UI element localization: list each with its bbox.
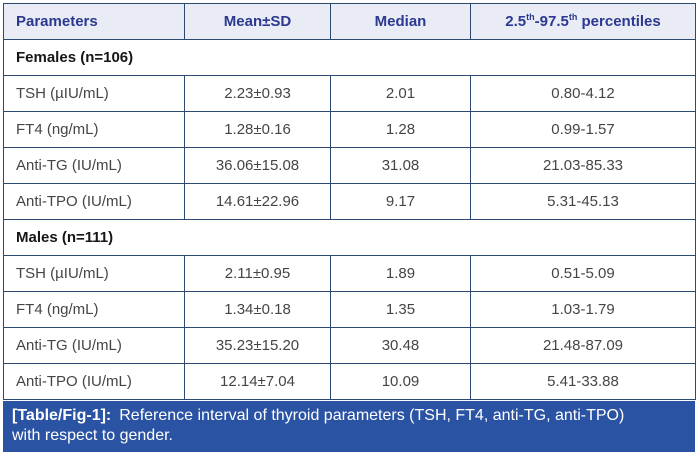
percentiles-cell: 5.31-45.13 xyxy=(470,183,696,220)
header-row: Parameters Mean±SD Median 2.5th-97.5th p… xyxy=(3,3,696,40)
median-cell: 9.17 xyxy=(330,183,471,220)
mean-sd-cell: 14.61±22.96 xyxy=(184,183,331,220)
section-row-males: Males (n=111) xyxy=(3,219,696,256)
parameter-cell: TSH (µIU/mL) xyxy=(3,255,185,292)
mean-sd-cell: 1.34±0.18 xyxy=(184,291,331,328)
caption-tag: [Table/Fig-1]: xyxy=(12,407,112,424)
table-row: TSH (µIU/mL) 2.23±0.93 2.01 0.80-4.12 xyxy=(3,75,696,112)
table-row: Anti-TG (IU/mL) 35.23±15.20 30.48 21.48-… xyxy=(3,327,696,364)
reference-table: Parameters Mean±SD Median 2.5th-97.5th p… xyxy=(3,3,696,400)
mean-sd-cell: 2.23±0.93 xyxy=(184,75,331,112)
parameter-cell: FT4 (ng/mL) xyxy=(3,111,185,148)
median-cell: 30.48 xyxy=(330,327,471,364)
percentiles-cell: 0.99-1.57 xyxy=(470,111,696,148)
table-row: Anti-TG (IU/mL) 36.06±15.08 31.08 21.03-… xyxy=(3,147,696,184)
column-header-median: Median xyxy=(330,3,471,40)
section-label-males: Males (n=111) xyxy=(3,219,696,256)
parameter-cell: Anti-TG (IU/mL) xyxy=(3,147,185,184)
percentiles-value-low: 2.5 xyxy=(505,13,527,30)
section-row-females: Females (n=106) xyxy=(3,39,696,76)
median-cell: 10.09 xyxy=(330,363,471,400)
percentiles-cell: 5.41-33.88 xyxy=(470,363,696,400)
column-header-mean-sd: Mean±SD xyxy=(184,3,331,40)
table-row: Anti-TPO (IU/mL) 14.61±22.96 9.17 5.31-4… xyxy=(3,183,696,220)
median-cell: 31.08 xyxy=(330,147,471,184)
median-cell: 2.01 xyxy=(330,75,471,112)
table-row: TSH (µIU/mL) 2.11±0.95 1.89 0.51-5.09 xyxy=(3,255,696,292)
median-cell: 1.35 xyxy=(330,291,471,328)
superscript-th: th xyxy=(526,12,535,22)
percentiles-label: percentiles xyxy=(577,13,661,30)
percentiles-cell: 0.80-4.12 xyxy=(470,75,696,112)
percentiles-cell: 1.03-1.79 xyxy=(470,291,696,328)
mean-sd-cell: 2.11±0.95 xyxy=(184,255,331,292)
percentiles-value-high: -97.5 xyxy=(534,13,569,30)
mean-sd-cell: 1.28±0.16 xyxy=(184,111,331,148)
table-row: Anti-TPO (IU/mL) 12.14±7.04 10.09 5.41-3… xyxy=(3,363,696,400)
mean-sd-cell: 36.06±15.08 xyxy=(184,147,331,184)
section-label-females: Females (n=106) xyxy=(3,39,696,76)
table-row: FT4 (ng/mL) 1.28±0.16 1.28 0.99-1.57 xyxy=(3,111,696,148)
column-header-parameters: Parameters xyxy=(3,3,185,40)
parameter-cell: TSH (µIU/mL) xyxy=(3,75,185,112)
median-cell: 1.28 xyxy=(330,111,471,148)
percentiles-cell: 0.51-5.09 xyxy=(470,255,696,292)
parameter-cell: Anti-TPO (IU/mL) xyxy=(3,363,185,400)
table-row: FT4 (ng/mL) 1.34±0.18 1.35 1.03-1.79 xyxy=(3,291,696,328)
caption-text: Reference interval of thyroid parameters… xyxy=(12,407,625,444)
superscript-th: th xyxy=(568,12,578,22)
percentiles-cell: 21.48-87.09 xyxy=(470,327,696,364)
parameter-cell: Anti-TPO (IU/mL) xyxy=(3,183,185,220)
median-cell: 1.89 xyxy=(330,255,471,292)
mean-sd-cell: 12.14±7.04 xyxy=(184,363,331,400)
parameter-cell: FT4 (ng/mL) xyxy=(3,291,185,328)
percentiles-cell: 21.03-85.33 xyxy=(470,147,696,184)
mean-sd-cell: 35.23±15.20 xyxy=(184,327,331,364)
column-header-percentiles: 2.5th-97.5th percentiles xyxy=(470,3,696,40)
parameter-cell: Anti-TG (IU/mL) xyxy=(3,327,185,364)
table-caption: [Table/Fig-1]: Reference interval of thyr… xyxy=(3,401,695,452)
figure-container: Parameters Mean±SD Median 2.5th-97.5th p… xyxy=(3,3,696,452)
